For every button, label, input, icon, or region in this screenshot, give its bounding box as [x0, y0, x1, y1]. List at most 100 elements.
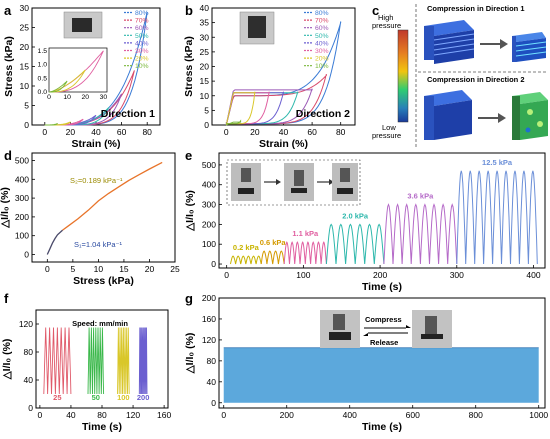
panel-b-ytick-label: 35: [200, 18, 210, 28]
panel-f-segment-25: [43, 327, 72, 395]
panel-letter-c: c: [372, 3, 379, 18]
panel-g-xlabel: Time (s): [362, 421, 402, 433]
panel-a-legend-label: 40%: [135, 40, 149, 47]
panel-letter-a: a: [4, 3, 12, 18]
panel-a-ytick-label: 5: [24, 101, 29, 111]
panel-a-ytick-label: 10: [20, 81, 30, 91]
panel-d-ytick-label: 0: [24, 249, 29, 259]
panel-b-legend-label: 10%: [315, 63, 329, 70]
panel-a-legend-label: 30%: [135, 48, 149, 55]
panel-a-ytick-label: 25: [20, 23, 30, 33]
panel-b-series-50pct: [225, 91, 299, 126]
panel-d-ytick-label: 100: [15, 231, 29, 241]
panel-g-setup-photos: Compress Release: [320, 310, 452, 348]
panel-g-cycling-area: [223, 347, 539, 403]
panel-d-ytick-label: 500: [15, 156, 29, 166]
panel-b-xlabel: Strain (%): [259, 138, 308, 150]
panel-b-legend-label: 60%: [315, 25, 329, 32]
panel-e-ytick-label: 200: [202, 219, 216, 229]
panel-e-segment-label: 1.1 kPa: [292, 229, 319, 238]
panel-b-ytick-label: 0: [204, 120, 209, 130]
panel-f-segment-200: [138, 327, 148, 395]
panel-b-legend-label: 30%: [315, 48, 329, 55]
panel-b-ytick-label: 15: [200, 76, 210, 86]
panel-letter-f: f: [4, 291, 9, 306]
colorbar-low-label-2: pressure: [372, 131, 401, 140]
panel-b-ytick-label: 30: [200, 32, 210, 42]
panel-b-xtick-label: 20: [250, 127, 260, 137]
panel-a-ytick-label: 0: [24, 120, 29, 130]
compression-direction-2-title: Compression in Direction 2: [427, 75, 525, 84]
pressure-colorbar: [397, 29, 409, 123]
panel-a-xtick-label: 60: [117, 127, 127, 137]
panel-a-inset-ytick: 1.0: [38, 62, 48, 69]
panel-e-xtick-label: 400: [526, 270, 540, 280]
colorbar-low-label: Low: [382, 123, 396, 132]
panel-e-ytick-label: 0: [211, 259, 216, 269]
panel-b-legend-label: 70%: [315, 18, 329, 25]
colorbar-high-label-2: pressure: [372, 21, 401, 30]
panel-letter-e: e: [185, 148, 192, 163]
panel-a-legend-label: 70%: [135, 18, 149, 25]
panel-a-legend-label: 50%: [135, 33, 149, 40]
panel-d-xtick-label: 10: [94, 264, 104, 274]
panel-a-inset-ytick: 1.5: [38, 48, 48, 55]
direction-2-before-model: [424, 90, 472, 140]
panel-d-low-pressure-line: [46, 229, 64, 255]
direction-2-after-model: [512, 92, 548, 140]
panel-a-xlabel: Strain (%): [71, 138, 120, 150]
panel-letter-g: g: [185, 291, 193, 306]
panel-f-xtick-label: 120: [126, 410, 140, 420]
panel-d-plot-frame: [31, 152, 176, 263]
panel-e-plot-frame: [218, 152, 546, 269]
panel-a-sample-photo: [63, 11, 103, 39]
panel-e-segment-label: 0.2 kPa: [233, 243, 260, 252]
panel-f-xtick-label: 80: [97, 410, 107, 420]
panel-d-s2-annotation: S₂=0.189 kPa⁻¹: [70, 176, 123, 185]
panel-b-ytick-label: 40: [200, 3, 210, 13]
panel-b-xtick-label: 80: [336, 127, 346, 137]
direction-1-before-model: [424, 20, 475, 64]
panel-a-legend-label: 20%: [135, 56, 149, 63]
panel-f-xtick-label: 0: [38, 410, 43, 420]
panel-f-xtick-label: 160: [157, 410, 171, 420]
panel-d-xtick-label: 5: [70, 264, 75, 274]
panel-b-xtick-label: 40: [279, 127, 289, 137]
panel-f-ytick-label: 0: [28, 403, 33, 413]
panel-e-ytick-label: 500: [202, 160, 216, 170]
colorbar-high-label: High: [378, 13, 393, 22]
panel-a-xtick-label: 20: [66, 127, 76, 137]
panel-e-ytick-label: 100: [202, 239, 216, 249]
compress-label: Compress: [365, 315, 402, 324]
panel-g-xtick-label: 200: [280, 410, 294, 420]
panel-g-ytick-label: 160: [202, 314, 216, 324]
panel-a-xtick-label: 80: [142, 127, 152, 137]
panel-e-xlabel: Time (s): [362, 281, 402, 293]
panel-b-ytick-label: 10: [200, 91, 210, 101]
direction-2-arrow: [478, 113, 506, 123]
panel-a-xtick-label: 40: [91, 127, 101, 137]
panel-e-xtick-label: 200: [373, 270, 387, 280]
panel-e-segment-4: [383, 203, 458, 265]
panel-e-xtick-label: 300: [450, 270, 464, 280]
panel-d-xtick-label: 20: [145, 264, 155, 274]
panel-c-illustration: High pressure Low pressure Compression i…: [372, 4, 548, 148]
panel-f-speed-label: Speed: mm/min: [72, 319, 128, 328]
panel-a-ylabel: Stress (kPa): [3, 36, 15, 97]
panel-e-segment-1: [260, 250, 285, 265]
panel-e-segment-0: [230, 255, 262, 265]
panel-e-segment-label: 0.6 kPa: [260, 238, 287, 247]
panel-a-legend-label: 10%: [135, 63, 149, 70]
panel-a-ytick-label: 20: [20, 42, 30, 52]
panel-a-direction-label: Direction 1: [101, 108, 155, 120]
panel-e-segment-label: 2.0 kPa: [342, 211, 369, 220]
panel-a-inset-xtick: 30: [100, 94, 108, 101]
panel-d-xtick-label: 15: [119, 264, 129, 274]
panel-b-series-10pct: [226, 119, 242, 126]
panel-b-ytick-label: 25: [200, 47, 210, 57]
panel-a-ytick-label: 30: [20, 3, 30, 13]
panel-a-series-10pct: [44, 122, 58, 126]
panel-g-xtick-label: 800: [469, 410, 483, 420]
panel-g-xtick-label: 400: [343, 410, 357, 420]
